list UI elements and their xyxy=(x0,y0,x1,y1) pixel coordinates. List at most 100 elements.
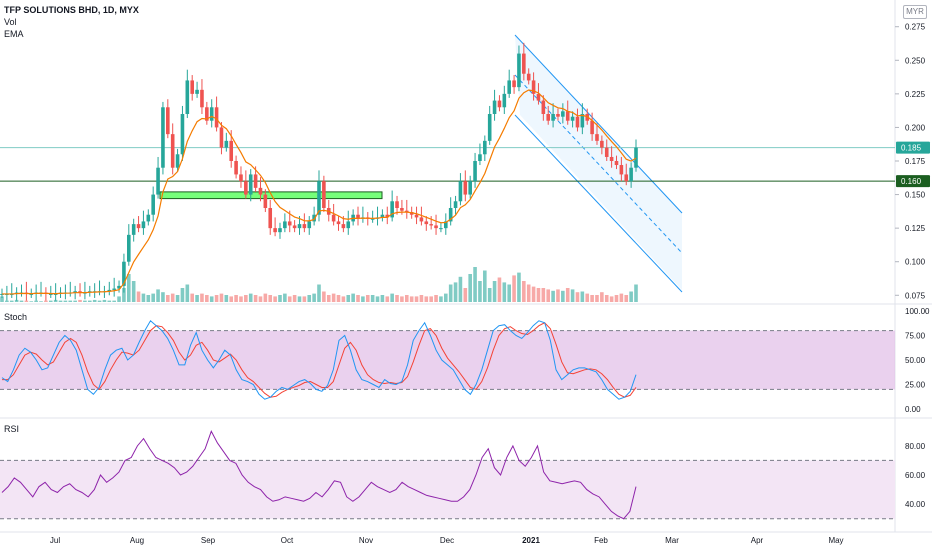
candle-body xyxy=(73,291,77,293)
stoch-d-line xyxy=(2,322,637,398)
candle-body xyxy=(346,221,351,229)
candle-body xyxy=(619,165,624,175)
candle-body xyxy=(205,107,209,121)
rsi-pane-label[interactable]: RSI xyxy=(4,424,20,434)
channel-mid-line xyxy=(514,74,683,254)
candle-body xyxy=(175,154,180,168)
candle-body xyxy=(629,167,633,182)
candle-body xyxy=(585,114,590,121)
currency-badge[interactable]: MYR xyxy=(903,5,927,19)
y-tick-label: 0.100 xyxy=(905,258,926,267)
candle-body xyxy=(507,80,511,94)
y-tick-label: 0.075 xyxy=(905,291,926,300)
candle-body xyxy=(526,73,531,81)
support-price-label: 0.160 xyxy=(901,177,922,186)
candle-body xyxy=(336,221,341,225)
candle-body xyxy=(48,293,53,295)
volume-bar xyxy=(400,296,404,302)
volume-bar xyxy=(166,295,170,302)
candle-body xyxy=(263,194,268,208)
candle-body xyxy=(219,127,224,148)
stoch-tick-label: 100.00 xyxy=(905,307,930,316)
candlestick-series xyxy=(0,42,638,301)
candle-body xyxy=(580,114,585,128)
rsi-tick-label: 80.00 xyxy=(905,442,926,451)
volume-bar xyxy=(346,295,351,302)
volume-bar xyxy=(531,286,536,302)
volume-bar xyxy=(185,284,190,302)
y-tick-label: 0.175 xyxy=(905,157,926,166)
candle-body xyxy=(483,140,487,155)
volume-bar xyxy=(541,288,546,302)
candle-body xyxy=(570,116,575,121)
volume-indicator-label[interactable]: Vol xyxy=(4,17,17,27)
volume-bar xyxy=(278,295,282,302)
candle-body xyxy=(141,221,146,229)
volume-bar xyxy=(283,293,287,302)
volume-bar xyxy=(170,293,175,302)
volume-bar xyxy=(546,289,551,302)
volume-bar xyxy=(219,293,224,302)
x-tick-label: Oct xyxy=(281,536,294,545)
stoch-tick-label: 0.00 xyxy=(905,405,921,414)
candle-body xyxy=(497,100,502,108)
volume-bar xyxy=(63,300,68,302)
candle-body xyxy=(112,288,116,290)
candle-body xyxy=(439,228,443,230)
candle-body xyxy=(146,214,151,222)
stoch-tick-label: 50.00 xyxy=(905,356,926,365)
candle-body xyxy=(0,293,4,295)
volume-bar xyxy=(175,295,180,302)
last-price-label-bg xyxy=(896,141,930,154)
volume-bar xyxy=(575,292,580,302)
volume-bar xyxy=(624,295,629,302)
volume-bar xyxy=(585,293,590,302)
candle-body xyxy=(131,224,136,235)
volume-bar xyxy=(248,293,253,302)
volume-bar xyxy=(385,296,390,302)
candle-body xyxy=(634,147,638,168)
volume-bar xyxy=(429,296,433,302)
x-tick-label: Sep xyxy=(201,536,216,545)
candle-body xyxy=(200,89,204,108)
volume-bar xyxy=(609,296,614,302)
volume-bar xyxy=(112,300,116,302)
volume-bar xyxy=(117,296,121,302)
candle-body xyxy=(565,111,570,121)
x-tick-label: Feb xyxy=(594,536,608,545)
volume-bar xyxy=(341,296,346,302)
volume-bar xyxy=(190,293,194,302)
volume-series xyxy=(0,267,638,302)
candle-body xyxy=(161,107,165,168)
volume-bar xyxy=(146,295,151,302)
candle-body xyxy=(531,80,536,94)
candle-body xyxy=(297,224,302,229)
candle-body xyxy=(448,208,453,222)
volume-bar xyxy=(19,300,24,302)
candle-body xyxy=(517,53,521,88)
volume-bar xyxy=(600,292,604,302)
candle-body xyxy=(458,181,463,202)
volume-bar xyxy=(156,289,160,302)
volume-bar xyxy=(507,284,511,302)
volume-bar xyxy=(404,295,409,302)
volume-bar xyxy=(273,296,277,302)
volume-bar xyxy=(39,301,43,302)
stoch-pane-label[interactable]: Stoch xyxy=(4,312,28,322)
candle-body xyxy=(400,208,404,211)
candle-body xyxy=(248,174,253,195)
candle-body xyxy=(624,174,629,182)
candle-body xyxy=(244,181,248,195)
volume-bar xyxy=(390,293,394,302)
volume-bar xyxy=(419,295,424,302)
ema-indicator-label[interactable]: EMA xyxy=(4,29,24,39)
volume-bar xyxy=(497,277,502,302)
candle-body xyxy=(312,214,316,222)
volume-bar xyxy=(307,295,312,302)
candle-body xyxy=(512,80,516,88)
x-tick-label: Dec xyxy=(440,536,454,545)
volume-bar xyxy=(161,292,165,302)
candle-body xyxy=(307,221,312,229)
volume-bar xyxy=(595,295,599,302)
